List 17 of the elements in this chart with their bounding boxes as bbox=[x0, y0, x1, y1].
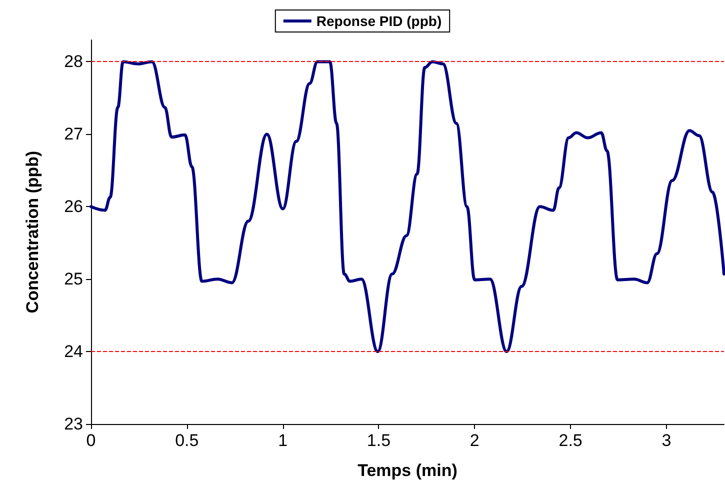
x-tick-label: 1 bbox=[278, 431, 288, 450]
x-tick-label: 0 bbox=[86, 431, 96, 450]
y-tick-label: 23 bbox=[64, 414, 83, 434]
x-tick-label: 2 bbox=[470, 431, 480, 450]
x-tick-label: 1.5 bbox=[366, 431, 391, 450]
x-tick-label: 2.5 bbox=[558, 431, 582, 450]
legend-label: Reponse PID (ppb) bbox=[316, 13, 442, 29]
line-series bbox=[90, 60, 725, 354]
y-tick-label: 27 bbox=[64, 124, 83, 144]
x-axis-title: Temps (min) bbox=[358, 461, 458, 480]
y-tick-label: 26 bbox=[64, 197, 83, 216]
x-tick-label: 3 bbox=[662, 431, 672, 450]
x-tick-label: 0.5 bbox=[175, 431, 199, 450]
y-axis-title: Concentration (ppb) bbox=[23, 150, 42, 314]
y-tick-label: 24 bbox=[64, 342, 83, 362]
y-tick-label: 28 bbox=[64, 52, 83, 72]
y-tick-label: 25 bbox=[64, 270, 83, 289]
